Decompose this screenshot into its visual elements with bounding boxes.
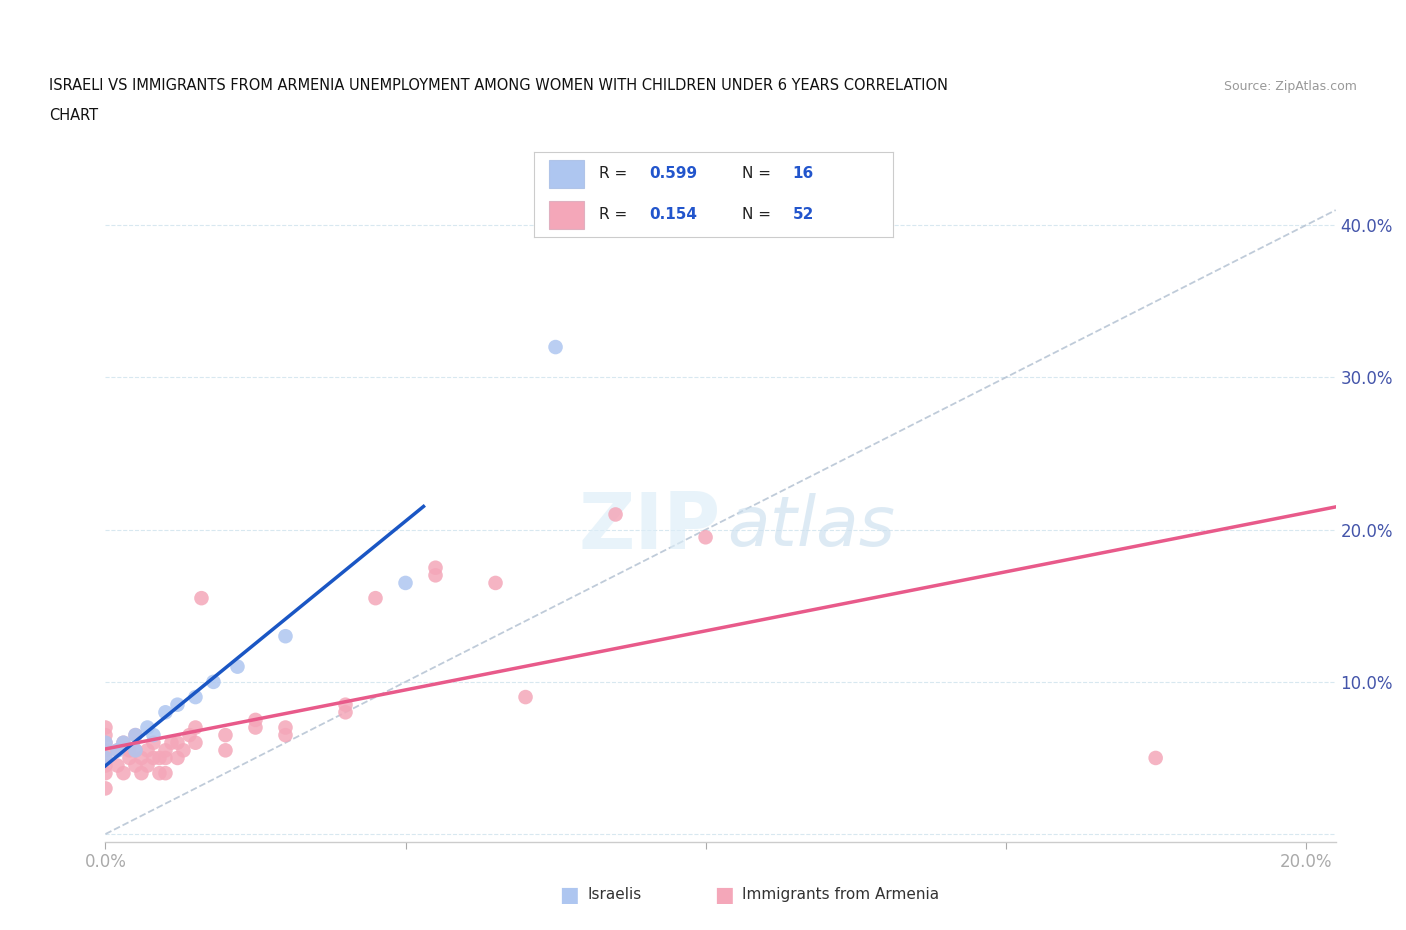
Text: Israelis: Israelis bbox=[588, 887, 643, 902]
Text: Immigrants from Armenia: Immigrants from Armenia bbox=[742, 887, 939, 902]
Point bbox=[172, 743, 194, 758]
Point bbox=[94, 781, 117, 796]
Point bbox=[94, 743, 117, 758]
Point bbox=[179, 727, 201, 742]
Point bbox=[184, 720, 207, 735]
Point bbox=[107, 758, 129, 773]
Point bbox=[394, 576, 416, 591]
Point bbox=[160, 736, 183, 751]
Point bbox=[184, 690, 207, 705]
Point bbox=[166, 751, 188, 765]
Point bbox=[94, 736, 117, 751]
Point bbox=[94, 765, 117, 780]
Point bbox=[142, 751, 165, 765]
Text: 52: 52 bbox=[793, 207, 814, 222]
Point bbox=[136, 758, 159, 773]
Point bbox=[515, 690, 537, 705]
Text: ISRAELI VS IMMIGRANTS FROM ARMENIA UNEMPLOYMENT AMONG WOMEN WITH CHILDREN UNDER : ISRAELI VS IMMIGRANTS FROM ARMENIA UNEMP… bbox=[49, 78, 948, 93]
Text: N =: N = bbox=[742, 166, 776, 181]
Point bbox=[155, 705, 177, 720]
Point bbox=[124, 727, 146, 742]
Point bbox=[202, 674, 225, 689]
Point bbox=[214, 743, 236, 758]
Bar bbox=[548, 160, 585, 188]
Text: ■: ■ bbox=[714, 884, 734, 905]
Point bbox=[274, 727, 297, 742]
Point bbox=[142, 736, 165, 751]
Point bbox=[118, 751, 141, 765]
Point bbox=[544, 339, 567, 354]
Point bbox=[484, 576, 506, 591]
Point bbox=[142, 727, 165, 742]
Point bbox=[245, 712, 267, 727]
Point bbox=[274, 629, 297, 644]
Point bbox=[184, 736, 207, 751]
Point bbox=[124, 743, 146, 758]
Text: atlas: atlas bbox=[727, 494, 894, 561]
Point bbox=[94, 751, 117, 765]
Point bbox=[274, 720, 297, 735]
Text: ■: ■ bbox=[560, 884, 579, 905]
Point bbox=[1144, 751, 1167, 765]
Text: Source: ZipAtlas.com: Source: ZipAtlas.com bbox=[1223, 80, 1357, 93]
Point bbox=[190, 591, 212, 605]
Text: R =: R = bbox=[599, 207, 631, 222]
Point bbox=[112, 765, 135, 780]
Point bbox=[124, 727, 146, 742]
Point bbox=[94, 727, 117, 742]
Point bbox=[166, 736, 188, 751]
Point bbox=[94, 758, 117, 773]
Point bbox=[131, 765, 153, 780]
Point bbox=[148, 751, 170, 765]
Point bbox=[94, 736, 117, 751]
Text: 0.154: 0.154 bbox=[650, 207, 697, 222]
Point bbox=[155, 751, 177, 765]
Text: N =: N = bbox=[742, 207, 776, 222]
Point bbox=[245, 720, 267, 735]
Point bbox=[112, 736, 135, 751]
Text: 16: 16 bbox=[793, 166, 814, 181]
Point bbox=[124, 758, 146, 773]
Point bbox=[155, 743, 177, 758]
Point bbox=[335, 705, 357, 720]
Point bbox=[136, 720, 159, 735]
Text: R =: R = bbox=[599, 166, 631, 181]
Point bbox=[335, 698, 357, 712]
Y-axis label: Unemployment Among Women with Children Under 6 years: Unemployment Among Women with Children U… bbox=[0, 308, 7, 706]
Text: CHART: CHART bbox=[49, 108, 98, 123]
Point bbox=[118, 743, 141, 758]
Point bbox=[166, 698, 188, 712]
Text: ZIP: ZIP bbox=[578, 489, 721, 565]
Point bbox=[107, 743, 129, 758]
Point bbox=[94, 720, 117, 735]
Point bbox=[148, 765, 170, 780]
Text: 0.599: 0.599 bbox=[650, 166, 697, 181]
Bar bbox=[548, 201, 585, 229]
Point bbox=[155, 765, 177, 780]
Point bbox=[136, 743, 159, 758]
Point bbox=[131, 751, 153, 765]
Point bbox=[425, 568, 447, 583]
Point bbox=[226, 659, 249, 674]
Point bbox=[124, 743, 146, 758]
Point bbox=[605, 507, 627, 522]
Point bbox=[214, 727, 236, 742]
Point bbox=[425, 560, 447, 575]
Point bbox=[94, 751, 117, 765]
Point bbox=[112, 736, 135, 751]
Point bbox=[364, 591, 387, 605]
Point bbox=[107, 743, 129, 758]
Point bbox=[695, 530, 717, 545]
